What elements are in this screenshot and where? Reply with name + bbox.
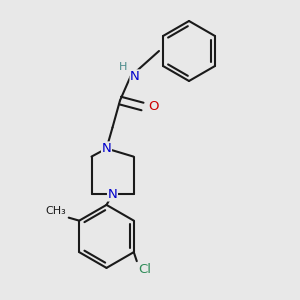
Text: H: H [119,62,128,72]
Text: Cl: Cl [138,263,151,276]
Text: N: N [102,142,111,155]
Text: CH₃: CH₃ [45,206,66,216]
Text: N: N [108,188,117,201]
Text: O: O [148,100,158,113]
Text: N: N [130,70,140,83]
